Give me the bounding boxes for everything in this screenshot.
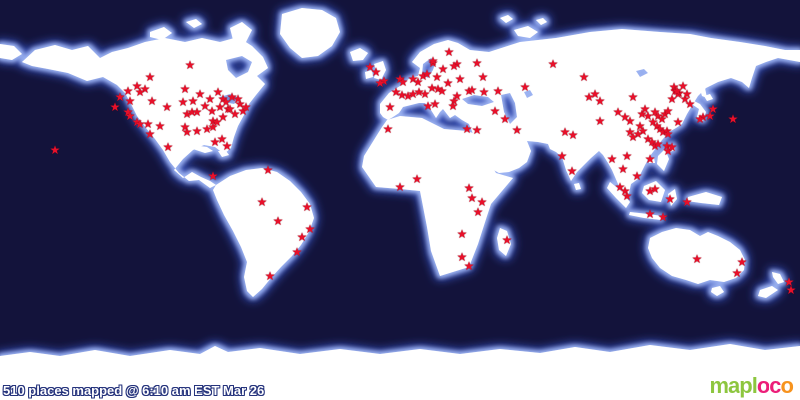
logo-letter: p: [739, 373, 752, 398]
chukotka-edge: [0, 44, 22, 60]
islands-arctic-russia: [500, 15, 547, 38]
island-japan: [692, 80, 713, 121]
island-britain-ireland: [365, 61, 386, 80]
continent-south-america: [213, 168, 314, 297]
logo-letter: m: [709, 373, 729, 398]
continent-africa: [362, 116, 513, 276]
maploco-logo[interactable]: maploco: [709, 373, 794, 399]
island-greenland: [280, 8, 340, 58]
logo-letter: l: [751, 373, 758, 398]
caribbean-islands: [193, 145, 229, 157]
continent-north-america: [22, 37, 268, 188]
status-bar: 510 places mapped @ 6:10 am EST Mar 26: [3, 383, 265, 398]
islands-new-zealand: [758, 272, 784, 298]
island-taiwan-hainan: [648, 144, 675, 163]
island-sri-lanka: [574, 183, 581, 190]
logo-letter: o: [756, 373, 770, 398]
islands-southeast-asia: [607, 149, 722, 220]
continents: [0, 8, 800, 400]
island-iceland: [350, 48, 368, 61]
continent-antarctica: [0, 344, 800, 400]
logo-letter: a: [728, 373, 740, 398]
logo-letter: c: [769, 373, 781, 398]
continent-australia: [648, 228, 745, 296]
island-madagascar: [497, 228, 511, 256]
arctic-islands: [150, 19, 252, 44]
logo-letter: o: [780, 373, 794, 398]
